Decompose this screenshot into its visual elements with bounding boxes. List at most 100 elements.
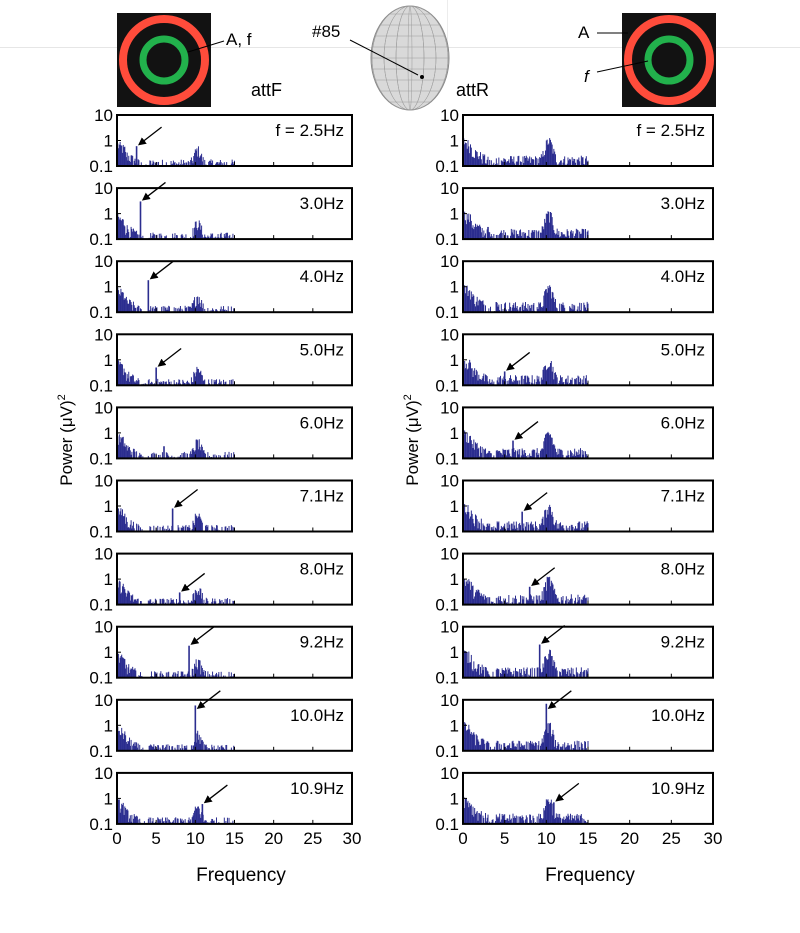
ytick-label: 0.1 [435,815,459,834]
stimulus-right-label-A: A [578,23,590,42]
xtick-label: 5 [151,829,160,848]
peak-arrow [138,126,162,146]
xtick-label: 15 [225,829,244,848]
frequency-label: 8.0Hz [661,560,705,579]
ylabel-right-text: Power (μV) [403,400,422,485]
figure-header-divider [447,0,448,47]
frequency-label: 10.9Hz [290,779,344,798]
ytick-label: 1 [450,205,459,224]
xtick-label: 10 [186,829,205,848]
ytick-label: 1 [450,643,459,662]
ytick-label: 0.1 [89,157,113,176]
ytick-label: 1 [104,643,113,662]
ytick-label: 10 [94,325,113,344]
svg-text:Power (μV)2: Power (μV)2 [402,394,422,486]
ylabel-left-exponent: 2 [56,394,68,400]
xtick-label: 20 [264,829,283,848]
frequency-label: 5.0Hz [300,340,344,359]
electrode-label: #85 [312,22,340,41]
ytick-label: 10 [94,691,113,710]
ytick-label: 0.1 [435,523,459,542]
frequency-label: 7.1Hz [661,487,705,506]
ytick-label: 1 [450,351,459,370]
stimulus-right-background [622,13,716,107]
panel-attR-5: 10 1 0.1 7.1Hz [435,472,714,542]
peak-arrow [174,488,199,508]
stimulus-left: A, f [117,13,252,107]
ytick-label: 1 [450,424,459,443]
ytick-label: 1 [450,789,459,808]
panel-attR-9: 10 1 0.1 10.9Hz 0 5 10 15 20 25 30 [435,764,722,848]
peak-arrow [149,260,174,280]
frequency-label: 6.0Hz [300,413,344,432]
ytick-label: 10 [440,764,459,783]
ytick-label: 10 [94,545,113,564]
panel-attR-8: 10 1 0.1 10.0Hz [435,690,714,761]
ytick-label: 10 [440,252,459,271]
xlabel-right: Frequency [545,865,635,886]
panel-attR-2: 10 1 0.1 4.0Hz [435,252,714,322]
frequency-label: 10.0Hz [290,706,344,725]
stimulus-left-label: A, f [226,30,252,49]
xtick-label: 10 [537,829,556,848]
ytick-label: 1 [450,132,459,151]
xtick-label: 30 [343,829,362,848]
xtick-label: 25 [303,829,322,848]
panel-attF-4: 10 1 0.1 6.0Hz [89,398,353,468]
ylabel-left: Power (μV)2 [56,394,76,486]
ytick-label: 1 [104,351,113,370]
ytick-label: 1 [450,570,459,589]
ytick-label: 1 [104,789,113,808]
stimulus-right-inner-ring [644,35,694,85]
frequency-label: 10.0Hz [651,706,705,725]
ytick-label: 10 [440,691,459,710]
peak-arrow [531,567,556,586]
frequency-label: 10.9Hz [651,779,705,798]
panel-attF-9: 10 1 0.1 10.9Hz 0 5 10 15 20 25 30 [89,764,361,848]
ytick-label: 0.1 [435,157,459,176]
peak-arrow [555,782,580,802]
xtick-label: 25 [662,829,681,848]
ytick-label: 10 [440,472,459,491]
ytick-label: 10 [440,179,459,198]
frequency-label: 3.0Hz [300,194,344,213]
stimulus-left-inner-ring [139,35,189,85]
ylabel-left-text: Power (μV) [57,400,76,485]
ytick-label: 0.1 [435,742,459,761]
electrode-85-marker [420,75,424,79]
ytick-label: 10 [440,545,459,564]
panel-attR-4: 10 1 0.1 6.0Hz [435,398,714,468]
xtick-label: 15 [579,829,598,848]
peak-arrow [181,572,206,592]
stimulus-right-pointer-f [596,60,649,73]
ytick-label: 1 [104,132,113,151]
frequency-label: f = 2.5Hz [636,121,705,140]
ytick-label: 1 [450,278,459,297]
stimulus-right-label-f: f [584,67,591,86]
ytick-label: 0.1 [89,523,113,542]
stimulus-left-pointer [187,40,225,53]
ytick-label: 10 [440,398,459,417]
electrode-85-pointer [349,39,419,76]
panel-attF-5: 10 1 0.1 7.1Hz [89,472,353,542]
ytick-label: 0.1 [435,449,459,468]
peak-arrow [541,625,566,644]
peak-arrow [506,351,531,371]
stimulus-right-outer-ring [624,15,714,105]
frequency-label: 7.1Hz [300,487,344,506]
panel-right-title: attR [456,80,489,100]
panel-attF-0: 10 1 0.1 f = 2.5Hz [89,106,353,176]
frequency-label: 4.0Hz [300,267,344,286]
ytick-label: 0.1 [89,596,113,615]
panel-attR-7: 10 1 0.1 9.2Hz [435,618,714,688]
panel-left-title: attF [251,80,282,100]
ytick-label: 10 [94,252,113,271]
panel-attF-3: 10 1 0.1 5.0Hz [89,325,353,395]
ytick-label: 0.1 [435,230,459,249]
xtick-label: 5 [500,829,509,848]
ytick-label: 1 [104,424,113,443]
panel-attF-6: 10 1 0.1 8.0Hz [89,545,353,615]
ytick-label: 10 [440,618,459,637]
xtick-label: 0 [458,829,467,848]
ytick-label: 1 [450,497,459,516]
